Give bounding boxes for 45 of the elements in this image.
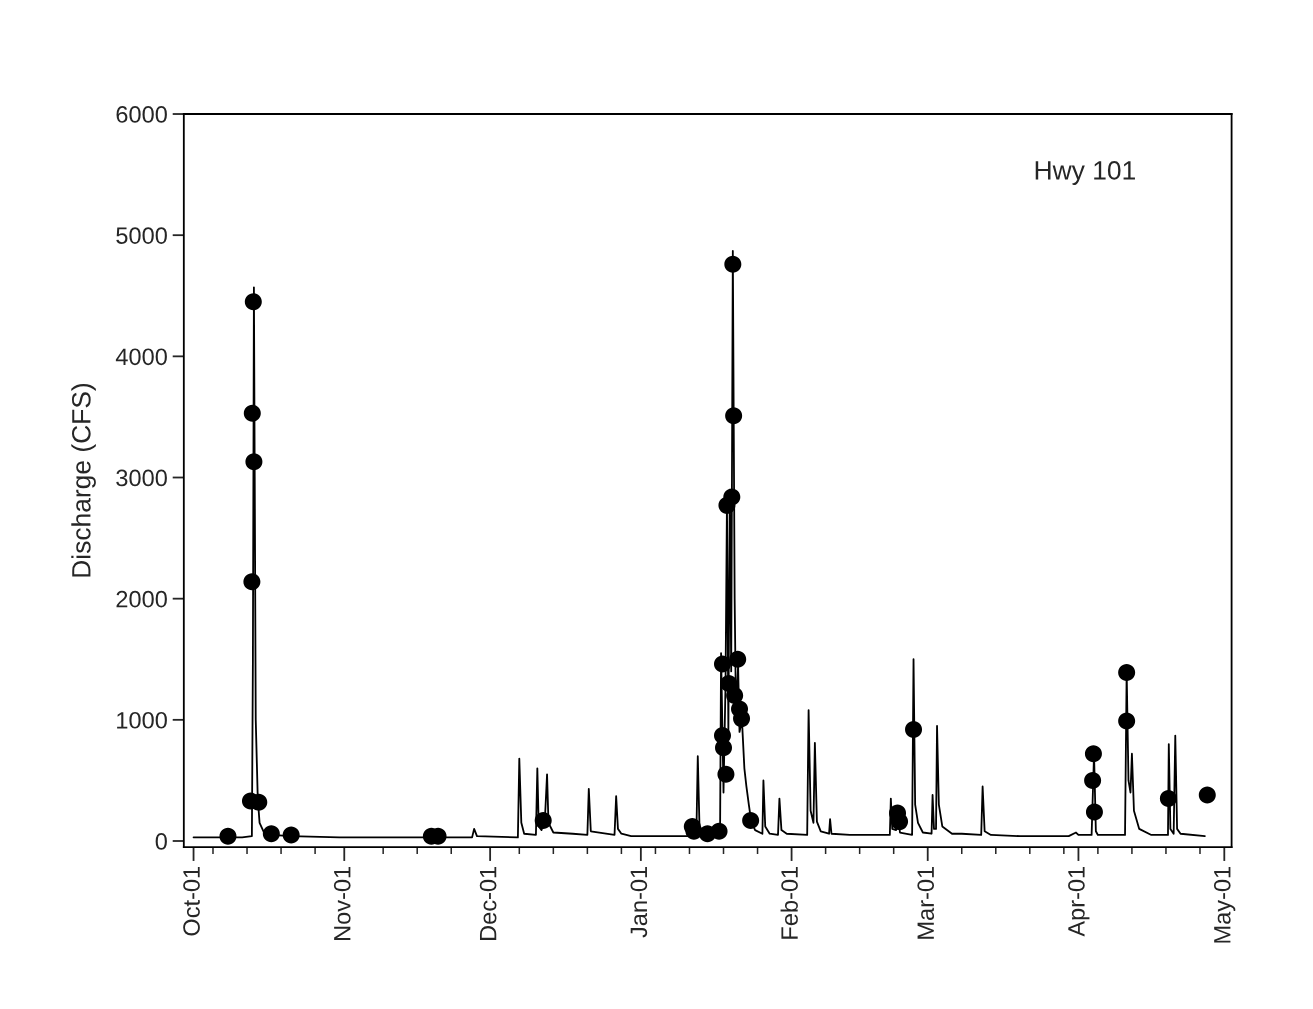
annotation: Hwy 101: [1035, 161, 1135, 185]
point: [1085, 803, 1103, 821]
point: [1118, 712, 1136, 730]
point: [219, 827, 237, 845]
y-tick-label: 1000: [117, 711, 167, 729]
point: [723, 488, 741, 506]
point: [742, 811, 760, 829]
x-tick-label: Oct-01: [183, 866, 200, 936]
y-tick-label: 4000: [115, 348, 167, 366]
point: [282, 826, 300, 844]
y-tick-label: 2000: [116, 590, 167, 608]
x-tick-label: Dec-01: [479, 866, 497, 940]
point: [243, 573, 261, 591]
x-tick-label: Jan-01: [630, 866, 648, 938]
x-tick-label: Feb-01: [780, 866, 798, 939]
point: [715, 739, 733, 757]
point: [244, 293, 262, 311]
point: [534, 811, 552, 829]
point: [717, 765, 735, 783]
point: [713, 655, 731, 673]
point: [1084, 771, 1102, 789]
point: [1159, 790, 1177, 808]
point: [710, 822, 728, 840]
point: [733, 710, 751, 728]
point: [1198, 786, 1216, 804]
point: [1118, 664, 1136, 682]
point: [729, 650, 747, 668]
point: [245, 453, 263, 471]
point: [726, 687, 744, 705]
point: [243, 404, 261, 422]
point: [905, 721, 923, 739]
y-tick-label: 5000: [116, 227, 167, 244]
point: [1084, 745, 1102, 763]
y-tick-label: 6000: [116, 106, 167, 123]
point: [891, 813, 909, 831]
point: [724, 255, 742, 273]
x-tick-label: Nov-01: [333, 866, 351, 940]
point: [262, 825, 280, 843]
y-tick-label: 3000: [116, 469, 167, 487]
y-tick-label: 0: [155, 833, 167, 850]
x-tick-label: Mar-01: [917, 866, 935, 939]
x-tick-label: Apr-01: [1068, 866, 1090, 937]
x-tick-label: May-01: [1213, 866, 1236, 943]
point: [725, 407, 743, 425]
y-axis-title: Discharge (CFS): [71, 383, 96, 577]
